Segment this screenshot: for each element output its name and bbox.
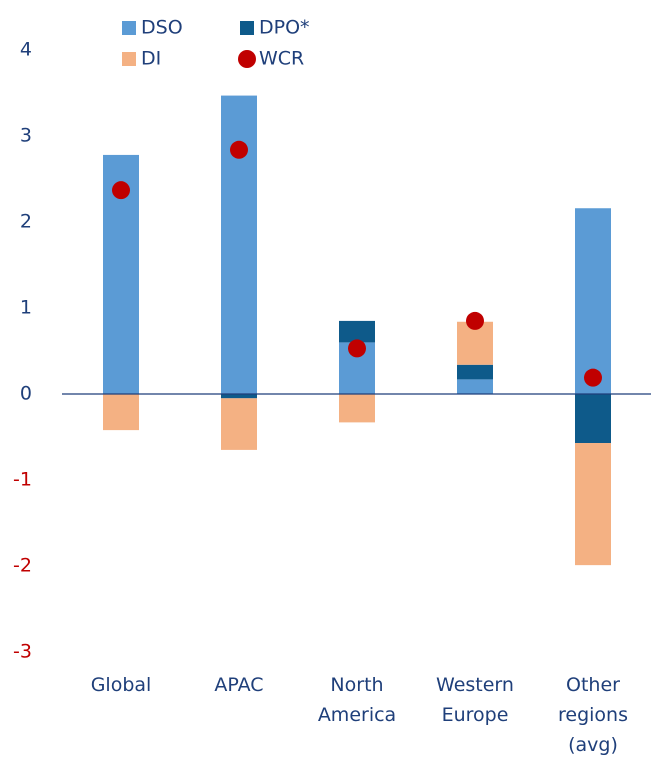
legend-swatch [240, 21, 254, 35]
legend-label: DSO [141, 17, 183, 39]
wcr-dot [348, 339, 366, 358]
bar-segment [457, 364, 493, 380]
bar-segment [221, 95, 257, 394]
x-tick-label: North America [317, 674, 397, 726]
x-tick-label: Western Europe [436, 674, 514, 726]
x-tick-label: Other regions (avg) [558, 674, 628, 756]
bar-segment [339, 394, 375, 423]
bar-segment [221, 394, 257, 399]
y-tick-label: -3 [13, 641, 32, 663]
x-tick-label: Global [90, 674, 152, 696]
legend-label: WCR [259, 48, 304, 70]
legend-label: DI [141, 48, 161, 70]
legend-swatch [238, 50, 256, 68]
bar-segment [339, 320, 375, 343]
y-tick-label: -2 [13, 555, 32, 577]
y-tick-label: 1 [20, 297, 32, 319]
legend-swatch [122, 52, 136, 66]
wcr-dot [112, 181, 130, 200]
bar-segment [575, 394, 611, 444]
y-tick-label: -1 [13, 469, 32, 491]
x-tick-label: APAC [214, 674, 264, 696]
y-tick-label: 4 [20, 39, 32, 61]
y-tick-label: 0 [20, 383, 32, 405]
bar-segment [457, 379, 493, 394]
legend-swatch [122, 21, 136, 35]
y-tick-label: 3 [20, 125, 32, 147]
y-tick-label: 2 [20, 211, 32, 233]
bar-segment [221, 398, 257, 450]
bar-segment [575, 443, 611, 566]
wcr-dot [466, 311, 484, 330]
wcr-dot [230, 140, 248, 159]
legend-label: DPO* [259, 17, 310, 39]
bar-segment [575, 208, 611, 394]
wcr-dot [584, 368, 602, 387]
bar-segment [103, 394, 139, 431]
